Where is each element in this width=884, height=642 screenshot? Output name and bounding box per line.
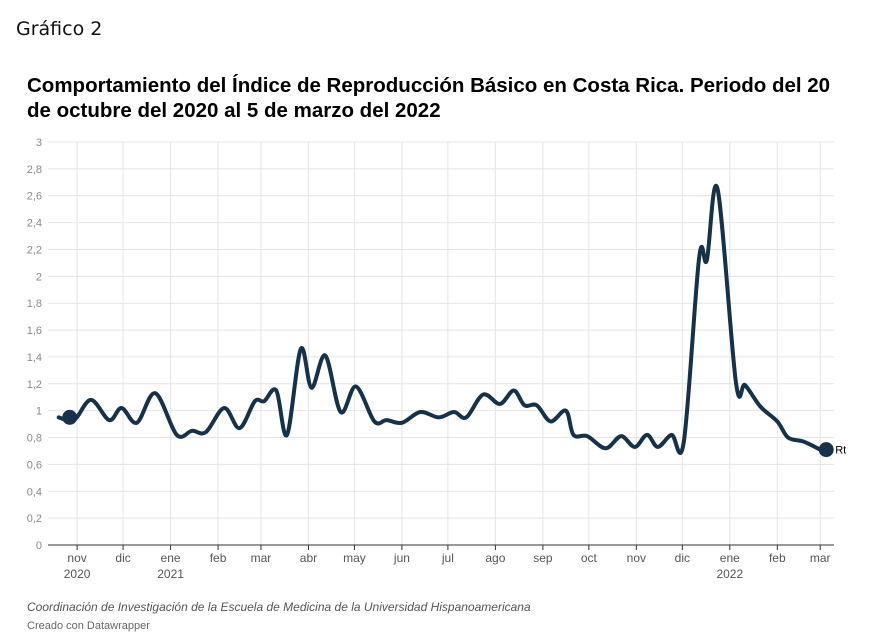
y-tick-label: 1,4	[27, 352, 42, 364]
x-tick-label: feb	[769, 551, 786, 565]
x-tick-label: jul	[441, 551, 454, 565]
x-tick-label: mar	[251, 551, 272, 565]
x-tick-label: nov	[67, 551, 86, 565]
x-tick-label: ene	[161, 551, 181, 565]
axes: 0 0,2 0,4 0,6 0,8 1 1,2 1,4 1,6 1,8 2 2,2 2,4 2,6 2,8 3…	[27, 137, 834, 581]
y-tick-label: 2	[36, 271, 42, 283]
series: Rt	[56, 183, 846, 458]
x-tick-label: mar	[810, 551, 831, 565]
y-tick-label: 1,6	[27, 325, 42, 337]
x-tick-label: dic	[675, 551, 690, 565]
y-tick-label: 0,6	[27, 459, 42, 471]
x-tick-year-label: 2021	[157, 567, 184, 581]
chart-title: Comportamiento del Índice de Reproducció…	[27, 74, 831, 122]
y-tick-label: 2,4	[27, 218, 42, 230]
y-tick-label: 1,2	[27, 379, 42, 391]
y-tick-label: 2,2	[27, 244, 42, 256]
y-tick-label: 1,8	[27, 298, 42, 310]
x-tick-label: feb	[210, 551, 227, 565]
y-tick-label: 0	[36, 540, 42, 552]
x-tick-label: ago	[485, 551, 505, 565]
x-tick-label: sep	[533, 551, 553, 565]
series-end-label: Rt	[835, 445, 846, 457]
y-tick-label: 3	[36, 137, 42, 149]
y-tick-label: 2,8	[27, 164, 42, 176]
x-tick-label: abr	[300, 551, 317, 565]
y-tick-label: 1	[36, 406, 42, 418]
end-point-marker	[818, 442, 834, 458]
chart-credit: Creado con Datawrapper	[27, 620, 150, 632]
start-point-marker	[62, 409, 78, 425]
x-tick-label: oct	[581, 551, 598, 565]
chart-source: Coordinación de Investigación de la Escu…	[27, 600, 531, 614]
series-line-rt	[56, 183, 823, 455]
x-tick-label: dic	[115, 551, 130, 565]
gridlines	[48, 141, 834, 545]
figure-label: Gráfico 2	[16, 18, 103, 40]
y-tick-label: 0,2	[27, 513, 42, 525]
x-tick-label: jun	[393, 551, 410, 565]
x-tick-label: nov	[627, 551, 646, 565]
x-tick-year-label: 2022	[716, 567, 743, 581]
y-tick-label: 0,8	[27, 433, 42, 445]
y-tick-label: 2,6	[27, 191, 42, 203]
x-tick-label: may	[343, 551, 366, 565]
x-tick-year-label: 2020	[64, 567, 91, 581]
x-tick-label: ene	[720, 551, 740, 565]
y-tick-label: 0,4	[27, 486, 42, 498]
